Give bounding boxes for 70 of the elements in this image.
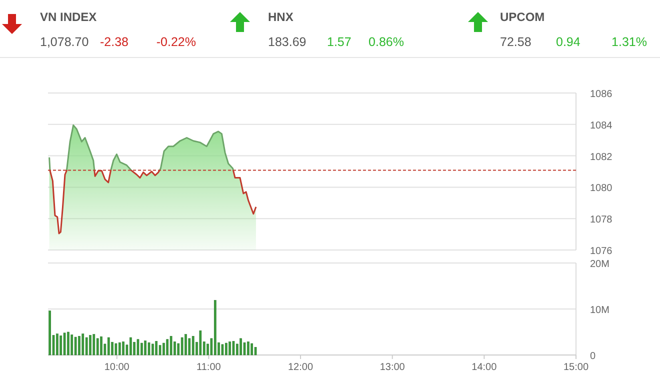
y-tick-label: 1082 [590,152,613,163]
y-tick-label: 1086 [590,89,613,100]
data-label: 1,078.70 [40,35,89,49]
bar [184,334,187,356]
data-label: 0.86% [368,35,404,49]
bar [67,332,70,356]
bar [74,336,77,356]
y-tick-label: 0 [590,351,596,362]
bar [180,337,184,356]
data-label: 72.58 [500,35,532,49]
bar [199,330,202,356]
category-label: UPCOM [500,10,545,24]
bar [162,342,165,356]
bar [240,338,242,356]
bar [247,342,250,356]
bar [192,336,194,356]
bar [155,341,158,356]
x-tick-label: 11:00 [196,362,222,373]
bar [166,339,169,356]
bar [63,332,66,356]
bar [140,342,143,356]
bar [118,342,121,356]
bar [136,339,140,356]
bar [48,310,51,356]
bar [122,342,124,356]
bar [188,338,191,356]
bar [170,336,172,356]
bar [92,334,96,356]
data-label: -0.22% [156,35,196,49]
y-tick-label: 1076 [590,246,613,257]
bar [232,341,235,356]
data-label: 1.57 [327,35,352,49]
y-tick-label: 10M [590,305,610,316]
x-tick-label: 10:00 [104,362,130,373]
bar [56,334,58,356]
bar [148,342,150,356]
bar [221,344,224,356]
data-label: 1.31% [612,35,647,49]
bar [96,338,99,356]
bar [78,336,80,356]
data-label: 183.69 [268,35,306,49]
y-tick-label: 20M [590,259,610,270]
bar [152,344,154,356]
x-tick-label: 13:00 [380,362,406,373]
y-tick-label: 1080 [590,183,613,194]
bar [214,300,216,356]
category-label: VN INDEX [40,10,97,24]
x-tick-label: 15:00 [563,362,589,373]
x-tick-label: 12:00 [288,362,314,373]
bar [60,336,62,356]
y-tick-label: 1084 [590,120,613,132]
bar [243,342,246,356]
category-label: HNX [268,10,294,24]
y-tick-label: 1078 [590,214,613,226]
x-tick-label: 14:00 [472,362,498,373]
bar [228,342,231,356]
bar [224,342,228,356]
bar [250,343,254,356]
bar [89,335,92,356]
data-label: 0.94 [556,35,580,49]
bar [144,340,146,356]
bar [158,345,162,356]
bar [85,337,88,356]
bar [82,334,84,356]
data-label: -2.38 [100,35,129,49]
bar [107,337,110,356]
bar [100,336,102,356]
bar [70,334,74,356]
bar [129,337,132,356]
bar [114,343,118,356]
